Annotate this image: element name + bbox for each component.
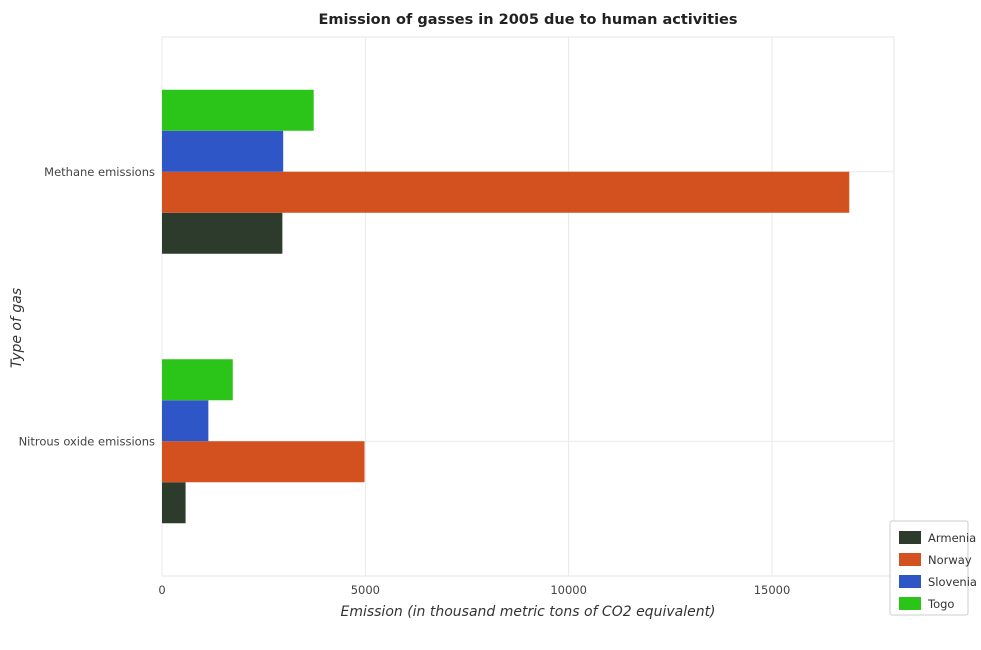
bar-armenia	[162, 212, 283, 254]
bar-slovenia	[162, 400, 209, 442]
x-tick-label: 10000	[550, 583, 587, 597]
legend-label: Togo	[927, 597, 954, 611]
bar-togo	[162, 89, 314, 131]
x-tick-label: 5000	[351, 583, 380, 597]
legend-box	[889, 520, 969, 616]
bar-armenia	[162, 482, 186, 524]
x-tick-label: 0	[158, 583, 165, 597]
legend-swatch	[899, 575, 921, 588]
category-label: Nitrous oxide emissions	[19, 434, 155, 448]
legend-label: Slovenia	[928, 575, 977, 589]
y-axis-label: Type of gas	[9, 288, 25, 368]
bar-norway	[162, 441, 365, 483]
bar-slovenia	[162, 130, 284, 172]
x-axis-label: Emission (in thousand metric tons of CO2…	[340, 604, 715, 620]
chart-title: Emission of gasses in 2005 due to human …	[318, 12, 737, 28]
bar-norway	[162, 171, 850, 213]
category-labels: Methane emissions Nitrous oxide emissions	[19, 165, 155, 449]
category-label: Methane emissions	[44, 165, 155, 179]
bars	[162, 89, 850, 524]
bar-togo	[162, 359, 233, 401]
legend-label: Norway	[928, 553, 972, 567]
legend-label: Armenia	[928, 531, 976, 545]
legend-swatch	[899, 531, 921, 544]
x-ticks: 0 5000 10000 15000	[158, 583, 790, 597]
legend-swatch	[899, 597, 921, 610]
legend: Armenia Norway Slovenia Togo	[889, 520, 977, 616]
legend-swatch	[899, 553, 921, 566]
x-tick-label: 15000	[754, 583, 791, 597]
